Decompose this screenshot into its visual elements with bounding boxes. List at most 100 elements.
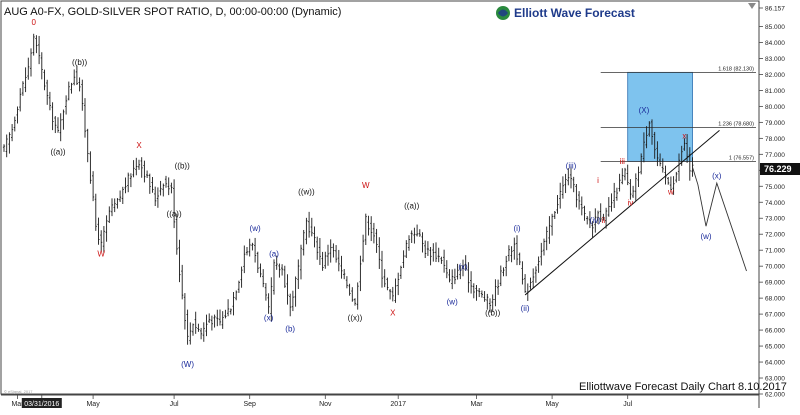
brand-logo: Elliott Wave Forecast (496, 6, 635, 20)
ohlc-bar (621, 168, 624, 185)
ohlc-bar (216, 309, 219, 327)
ohlc-bar (316, 236, 319, 260)
ohlc-bar (391, 286, 394, 302)
ohlc-bar (623, 167, 627, 181)
ohlc-bar (502, 267, 505, 277)
ohlc-bar (451, 269, 454, 290)
wave-label: W (97, 250, 105, 259)
wave-label: (ii) (521, 304, 530, 313)
ohlc-bar (89, 151, 92, 184)
y-tick-label: 72.000 (765, 232, 785, 239)
ohlc-bar (464, 255, 467, 271)
ohlc-bar (302, 229, 305, 256)
ohlc-bar (491, 294, 494, 312)
wave-label: (x) (458, 262, 468, 271)
y-tick-label: 67.000 (765, 312, 785, 319)
scroll-up-icon[interactable] (748, 3, 756, 9)
y-tick-label: 78.000 (765, 136, 785, 143)
ohlc-bar (434, 242, 438, 263)
ohlc-bar (35, 35, 38, 54)
ohlc-bar (407, 235, 411, 251)
ohlc-bar (380, 250, 384, 288)
fib-level-label: 1.236 (78.680) (718, 121, 754, 127)
ohlc-bar (189, 322, 192, 345)
ohlc-bar (613, 182, 616, 209)
brand-globe-detail-icon (498, 9, 508, 17)
ohlc-bar (445, 260, 448, 279)
ohlc-bar (19, 88, 22, 112)
ohlc-bar (488, 298, 492, 313)
ohlc-bar (677, 153, 681, 182)
ohlc-bar (672, 176, 675, 195)
ohlc-bar (548, 216, 551, 244)
ohlc-bar (105, 215, 108, 242)
ohlc-bar (397, 272, 400, 296)
ohlc-bar (478, 288, 481, 298)
ohlc-bar (559, 182, 562, 209)
wave-label: (x) (264, 313, 274, 322)
ohlc-bar (210, 315, 213, 331)
wave-label: ((a)) (404, 202, 419, 211)
ohlc-bar (27, 57, 30, 80)
ohlc-bar (632, 185, 635, 198)
y-tick-label: 68.000 (765, 296, 785, 303)
ohlc-bar (100, 230, 103, 252)
wave-label: ((w)) (298, 187, 315, 196)
ohlc-bar (542, 238, 546, 256)
y-tick-label: 66.000 (765, 328, 785, 335)
ohlc-bar (416, 224, 419, 237)
x-tick-label: Mar (470, 401, 483, 408)
ohlc-bar (567, 168, 570, 186)
ohlc-bar (664, 165, 667, 185)
ohlc-bar (343, 269, 346, 280)
ohlc-bar (308, 211, 311, 238)
fib-level-label: 1 (76.557) (729, 155, 754, 161)
ohlc-bar (254, 237, 257, 263)
wave-label: iii (620, 157, 626, 166)
y-tick-label: 80.000 (765, 104, 785, 111)
ohlc-bar (178, 239, 181, 283)
wave-label: ((b)) (485, 309, 500, 318)
ohlc-bar (127, 172, 130, 193)
price-tag-value: 76.229 (764, 164, 792, 174)
ohlc-bar (686, 134, 689, 163)
ohlc-bar (299, 244, 303, 280)
ohlc-bar (129, 173, 132, 188)
ohlc-bar (667, 176, 670, 185)
ohlc-bar (440, 256, 443, 264)
ohlc-bar (575, 183, 578, 208)
ohlc-bar (70, 82, 73, 94)
ohlc-bar (561, 176, 564, 199)
y-tick-label: 83.000 (765, 56, 785, 63)
ohlc-bar (556, 194, 559, 214)
ohlc-bar (553, 211, 556, 220)
wave-label: (X) (639, 106, 650, 115)
ohlc-bar (421, 232, 424, 253)
y-tick-label: 82.000 (765, 72, 785, 79)
ohlc-bar (65, 95, 68, 115)
ohlc-bar (86, 128, 89, 163)
x-tick-label: May (545, 401, 559, 408)
x-cursor-date-box (21, 398, 62, 408)
ohlc-bar (683, 138, 686, 151)
ohlc-bar (370, 216, 373, 242)
projection-layer (692, 166, 747, 272)
ohlc-bar (691, 157, 694, 177)
ohlc-bar (259, 263, 262, 278)
ohlc-bar (267, 293, 270, 314)
wave-label: (i) (513, 224, 520, 233)
ohlc-bar (375, 228, 378, 253)
ohlc-bar (232, 292, 235, 316)
ohlc-bar (175, 213, 178, 255)
ohlc-bar (164, 175, 168, 188)
ohlc-bar (615, 187, 618, 201)
price-tag: 76.229 (760, 163, 800, 175)
ohlc-bar (297, 259, 300, 289)
ohlc-bar (213, 314, 216, 328)
ohlc-bar (264, 283, 267, 301)
ohlc-bar (426, 241, 429, 256)
scroll-arrow[interactable] (748, 3, 756, 9)
ohlc-bar (402, 250, 405, 268)
ohlc-bar (605, 207, 608, 229)
